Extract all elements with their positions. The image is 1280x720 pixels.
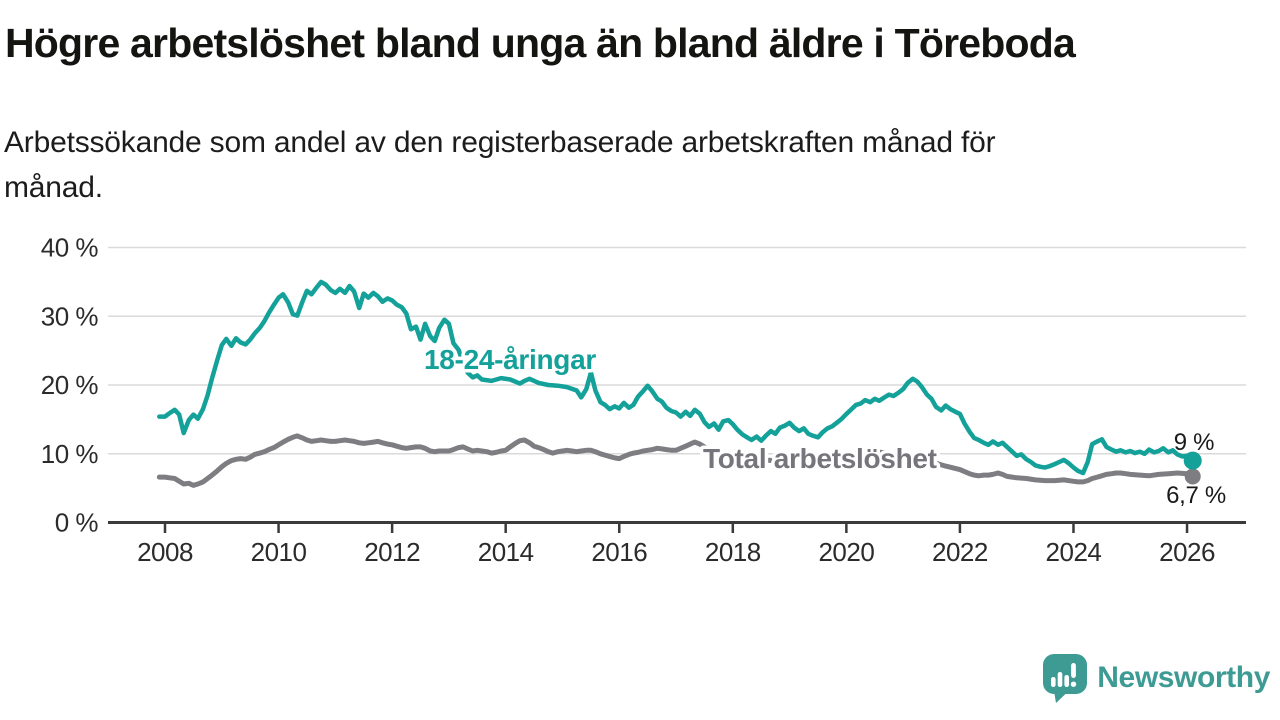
brand-footer: Newsworthy (1043, 652, 1270, 704)
x-axis-tick-label: 2008 (137, 537, 193, 567)
series-label-total: Total arbetslöshet (703, 443, 937, 474)
x-axis-tick-label: 2024 (1046, 537, 1102, 567)
end-value-label-youth: 9 % (1174, 429, 1214, 456)
x-axis-tick-label: 2022 (932, 537, 988, 567)
page-title: Högre arbetslöshet bland unga än bland ä… (5, 20, 1076, 66)
end-dot-youth (1183, 451, 1202, 470)
y-axis-tick-label: 0 % (55, 508, 99, 538)
series-label-youth: 18-24-åringar (424, 344, 596, 375)
end-dot-total (1184, 468, 1201, 485)
y-axis-tick-label: 40 % (41, 233, 99, 263)
y-axis-tick-label: 30 % (41, 301, 99, 331)
x-axis-tick-label: 2010 (251, 537, 307, 567)
page-subtitle: Arbetssökande som andel av den registerb… (4, 126, 996, 204)
x-axis-tick-label: 2014 (478, 537, 534, 567)
brand-name: Newsworthy (1097, 661, 1270, 694)
newsworthy-logo-icon (1043, 653, 1088, 703)
end-value-label-total: 6,7 % (1166, 482, 1226, 509)
series-line-youth (157, 279, 1195, 476)
x-axis-tick-label: 2016 (591, 537, 647, 567)
y-axis-tick-label: 10 % (41, 439, 99, 469)
y-axis-tick-label: 20 % (41, 370, 99, 400)
series-line-total (156, 433, 1196, 488)
x-axis-tick-label: 2020 (818, 537, 874, 567)
x-axis-tick-label: 2012 (364, 537, 420, 567)
x-axis-tick-label: 2018 (705, 537, 761, 567)
x-axis-tick-label: 2026 (1159, 537, 1215, 567)
